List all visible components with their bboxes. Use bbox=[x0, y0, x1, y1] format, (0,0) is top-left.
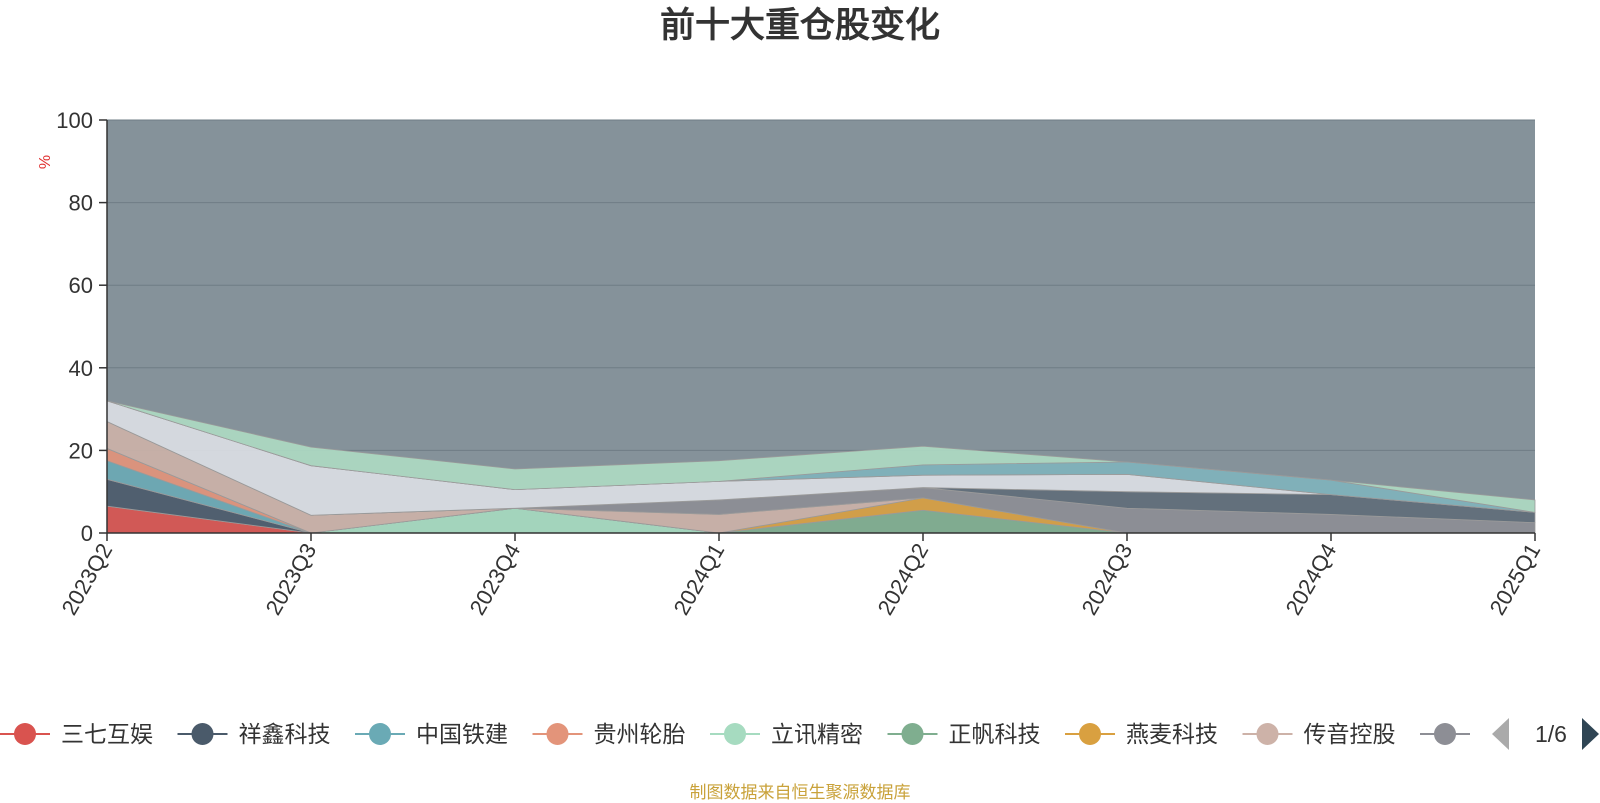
legend-item-8[interactable] bbox=[1420, 723, 1470, 745]
y-axis-label: % bbox=[37, 155, 54, 169]
legend-next-icon[interactable] bbox=[1582, 718, 1599, 750]
y-tick-label-20: 20 bbox=[69, 438, 93, 463]
legend-item-2[interactable]: 中国铁建 bbox=[355, 721, 508, 747]
x-tick-label-4: 2024Q2 bbox=[873, 539, 934, 619]
chart-title: 前十大重仓股变化 bbox=[660, 6, 940, 45]
x-tick-label-1: 2023Q3 bbox=[261, 539, 322, 619]
x-tick-label-5: 2024Q3 bbox=[1077, 539, 1138, 619]
x-tick-label-2: 2023Q4 bbox=[465, 539, 526, 619]
legend-label-5: 正帆科技 bbox=[949, 721, 1041, 747]
legend-item-7[interactable]: 传音控股 bbox=[1242, 721, 1396, 747]
legend-marker-3 bbox=[546, 723, 569, 745]
x-tick-label-0: 2023Q2 bbox=[57, 539, 118, 619]
y-tick-label-100: 100 bbox=[56, 108, 93, 133]
legend-item-6[interactable]: 燕麦科技 bbox=[1065, 721, 1218, 747]
legend-label-7: 传音控股 bbox=[1304, 721, 1396, 747]
y-tick-label-60: 60 bbox=[69, 273, 93, 298]
y-tick-label-40: 40 bbox=[69, 356, 93, 381]
legend-marker-6 bbox=[1079, 723, 1101, 745]
x-tick-label-3: 2024Q1 bbox=[669, 539, 730, 619]
legend-item-3[interactable]: 贵州轮胎 bbox=[532, 721, 686, 747]
legend-items: 三七互娱 祥鑫科技 中国铁建 贵州轮胎 立讯精密 正帆科技 燕麦科技 传音控股 bbox=[0, 721, 1470, 747]
legend-label-2: 中国铁建 bbox=[416, 721, 508, 747]
legend-label-6: 燕麦科技 bbox=[1126, 721, 1218, 747]
legend-marker-1 bbox=[191, 723, 214, 745]
legend-marker-2 bbox=[369, 723, 391, 745]
legend-page-indicator: 1/6 bbox=[1535, 721, 1567, 747]
source-note: 制图数据来自恒生聚源数据库 bbox=[689, 783, 911, 802]
x-tick-label-7: 2025Q1 bbox=[1485, 539, 1546, 619]
x-tick-label-6: 2024Q4 bbox=[1281, 539, 1342, 619]
legend-prev-icon[interactable] bbox=[1492, 718, 1509, 750]
legend-marker-4 bbox=[724, 723, 746, 745]
legend-item-4[interactable]: 立讯精密 bbox=[710, 721, 863, 747]
legend-item-1[interactable]: 祥鑫科技 bbox=[177, 721, 331, 747]
y-tick-label-80: 80 bbox=[69, 191, 93, 216]
legend-label-1: 祥鑫科技 bbox=[239, 721, 331, 747]
legend-marker-7 bbox=[1256, 723, 1279, 745]
legend-marker-0 bbox=[14, 723, 36, 745]
legend: 三七互娱 祥鑫科技 中国铁建 贵州轮胎 立讯精密 正帆科技 燕麦科技 传音控股 1/6 bbox=[0, 718, 1599, 750]
legend-item-5[interactable]: 正帆科技 bbox=[887, 721, 1041, 747]
legend-marker-8 bbox=[1434, 723, 1456, 745]
y-tick-label-0: 0 bbox=[81, 521, 93, 546]
series-area-12 bbox=[106, 400, 1536, 513]
legend-marker-5 bbox=[901, 723, 924, 745]
legend-label-3: 贵州轮胎 bbox=[594, 721, 686, 747]
plot-area bbox=[106, 119, 1536, 534]
legend-label-0: 三七互娱 bbox=[61, 721, 153, 747]
legend-item-0[interactable]: 三七互娱 bbox=[0, 721, 153, 747]
legend-label-4: 立讯精密 bbox=[771, 721, 863, 747]
